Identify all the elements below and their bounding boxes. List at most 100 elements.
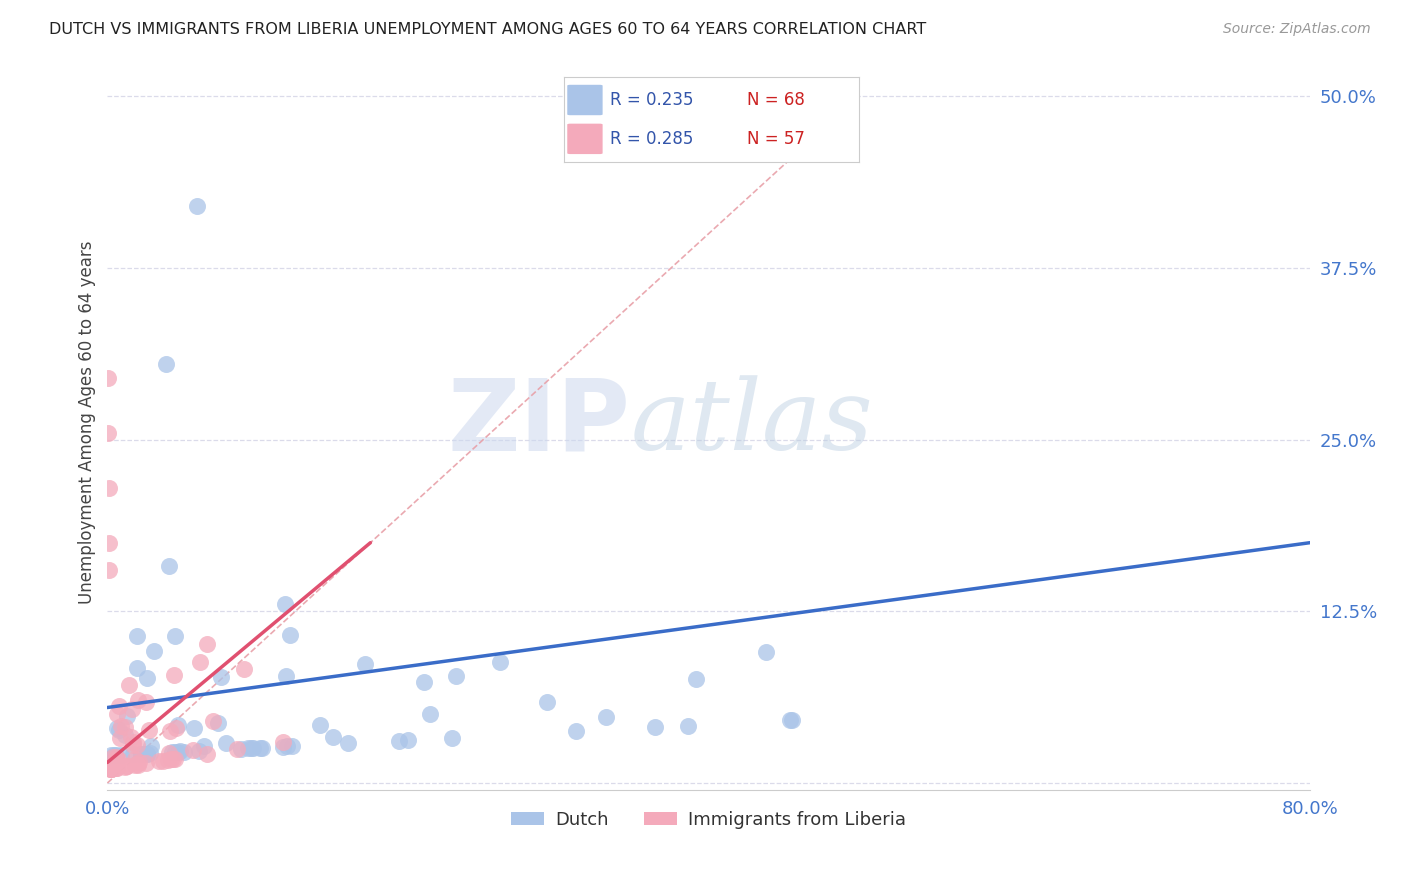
Point (108, 698, 131, 713)
Point (155, 357, 177, 371)
Point (121, 747, 143, 762)
Point (107, 707, 129, 722)
Y-axis label: Unemployment Among Ages 60 to 64 years: Unemployment Among Ages 60 to 64 years (79, 241, 96, 604)
Point (163, 745, 186, 759)
Point (97, 425, 120, 440)
Point (100, 762, 122, 776)
Point (148, 754, 170, 768)
Point (97, 371, 120, 385)
Point (157, 746, 180, 760)
Point (238, 741, 260, 756)
Point (103, 761, 125, 775)
Point (186, 199, 208, 213)
Point (108, 723, 131, 737)
Point (165, 752, 187, 766)
Point (160, 745, 183, 759)
Point (167, 745, 190, 759)
Point (162, 668, 184, 682)
Point (276, 739, 298, 754)
Text: ZIP: ZIP (447, 374, 630, 471)
Point (163, 629, 186, 643)
Point (143, 644, 166, 658)
Point (100, 748, 122, 763)
Point (413, 675, 436, 690)
Point (124, 752, 146, 766)
Point (183, 722, 205, 736)
Point (229, 741, 252, 756)
Point (215, 736, 238, 750)
Point (136, 747, 159, 761)
Point (132, 747, 155, 761)
Point (271, 735, 294, 749)
Point (139, 747, 162, 761)
Point (121, 738, 143, 752)
Point (125, 661, 148, 675)
Point (156, 753, 179, 767)
Point (242, 741, 264, 756)
Point (678, 718, 700, 732)
Point (139, 739, 162, 754)
Point (129, 747, 152, 761)
Point (226, 742, 249, 756)
Point (308, 718, 330, 732)
Point (100, 762, 122, 776)
Point (188, 744, 211, 758)
Point (135, 756, 157, 771)
Point (565, 724, 588, 739)
Point (125, 629, 148, 643)
Point (100, 762, 122, 776)
Point (127, 757, 149, 772)
Point (157, 559, 180, 574)
Point (117, 759, 139, 773)
Point (107, 752, 129, 766)
Point (536, 695, 558, 709)
Point (779, 714, 801, 728)
Point (441, 731, 464, 745)
Point (152, 754, 174, 768)
Point (138, 723, 160, 737)
Point (595, 709, 617, 723)
Point (121, 702, 143, 716)
Point (644, 720, 666, 734)
Point (207, 715, 229, 730)
Point (97, 481, 120, 495)
Point (489, 655, 512, 669)
Point (98, 563, 121, 577)
Point (165, 721, 187, 735)
Point (104, 751, 127, 765)
Point (183, 743, 205, 757)
Point (249, 740, 271, 755)
Point (124, 758, 146, 772)
Point (105, 761, 128, 775)
Point (127, 693, 149, 707)
Point (160, 752, 183, 766)
Point (129, 747, 152, 761)
Point (120, 731, 142, 745)
Point (271, 739, 294, 754)
Point (135, 695, 157, 709)
Point (114, 720, 136, 734)
Point (105, 721, 128, 735)
Point (135, 747, 157, 761)
Point (115, 759, 138, 773)
Point (780, 714, 803, 728)
Point (125, 756, 148, 771)
Point (127, 738, 149, 752)
Point (274, 597, 297, 611)
Point (278, 627, 301, 641)
Point (98, 535, 121, 549)
Point (136, 671, 159, 685)
Point (110, 719, 132, 733)
Point (110, 731, 132, 745)
Point (419, 707, 441, 722)
Point (105, 761, 128, 775)
Point (188, 655, 211, 669)
Point (388, 733, 411, 747)
Point (114, 759, 136, 773)
Point (209, 669, 232, 683)
Point (322, 730, 344, 744)
Point (274, 669, 297, 683)
Point (685, 672, 707, 686)
Point (103, 748, 125, 763)
Point (250, 740, 273, 755)
